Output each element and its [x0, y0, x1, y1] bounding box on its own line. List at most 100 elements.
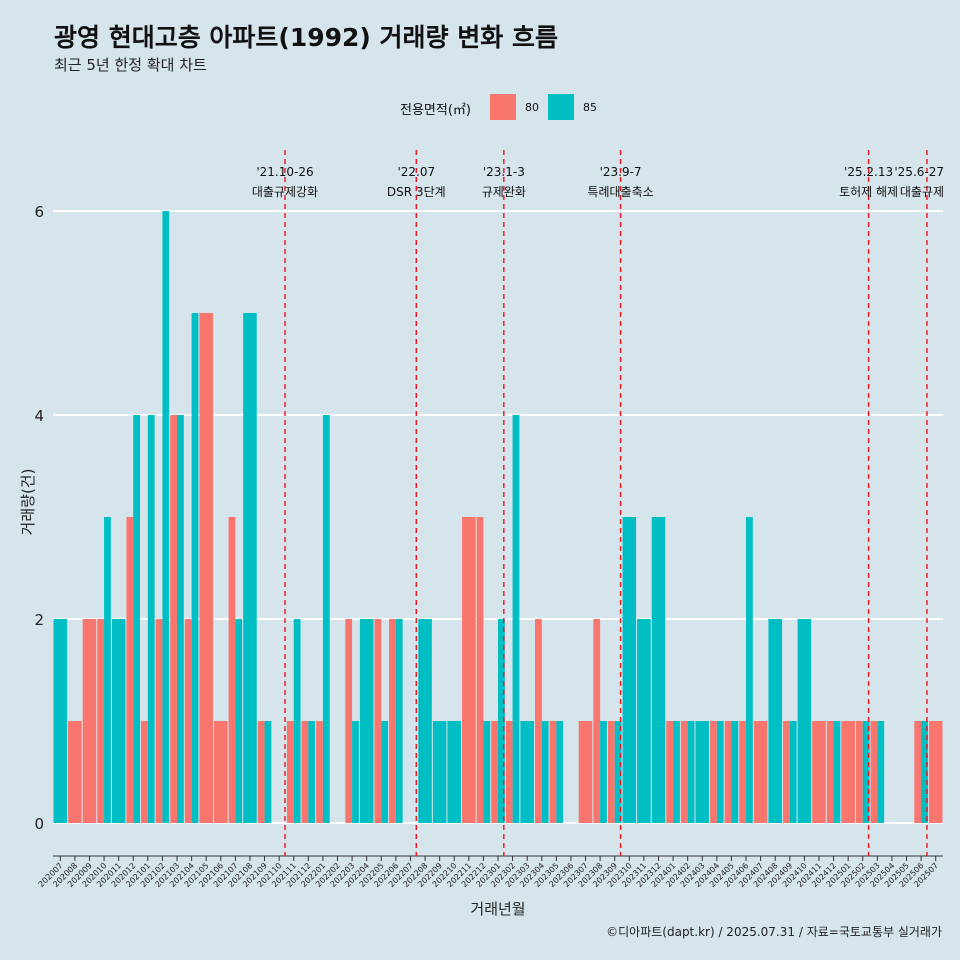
bar-85: [308, 721, 316, 823]
bar-80: [870, 721, 878, 823]
bar-85: [162, 211, 170, 823]
bar-80: [855, 721, 863, 823]
bar-80: [316, 721, 323, 823]
bar-85: [359, 619, 374, 823]
event-date: '22.07: [397, 165, 435, 179]
legend-swatch-85: [548, 94, 574, 120]
bar-80: [826, 721, 834, 823]
bar-85: [432, 721, 447, 823]
bar-85: [541, 721, 549, 823]
event-date: '23.9-7: [600, 165, 642, 179]
bar-85: [147, 415, 155, 823]
bar-85: [322, 415, 330, 823]
bar-80: [374, 619, 382, 823]
event-date: '25.6-27: [894, 165, 944, 179]
bar-85: [53, 619, 68, 823]
bar-80: [841, 721, 855, 823]
bar-85: [381, 721, 389, 823]
bar-80: [462, 517, 476, 823]
bar-85: [111, 619, 126, 823]
bar-80: [505, 721, 513, 823]
bar-85: [687, 721, 695, 823]
bar-80: [534, 619, 542, 823]
bar-80: [593, 619, 601, 823]
y-tick-label: 6: [34, 203, 44, 221]
bar-85: [797, 619, 812, 823]
bar-80: [914, 721, 922, 823]
bar-85: [600, 721, 607, 823]
bar-80: [739, 721, 747, 823]
bar-85: [695, 721, 710, 823]
bar-85: [921, 721, 928, 823]
bar-85: [483, 721, 491, 823]
bar-80: [155, 619, 163, 823]
bar-85: [352, 721, 359, 823]
legend-swatch-80: [490, 94, 516, 120]
bar-80: [753, 721, 768, 823]
bar-85: [673, 721, 680, 823]
bar-85: [235, 619, 243, 823]
bar-85: [191, 313, 199, 823]
bar-80: [301, 721, 309, 823]
y-tick-label: 2: [34, 611, 44, 629]
bar-80: [97, 619, 105, 823]
event-label: 대출규제: [900, 185, 944, 199]
bar-80: [228, 517, 236, 823]
bar-80: [389, 619, 396, 823]
chart-subtitle: 최근 5년 한정 확대 차트: [54, 56, 207, 74]
legend-label-80: 80: [525, 101, 539, 114]
y-tick-label: 4: [34, 407, 44, 425]
bar-85: [614, 721, 622, 823]
x-axis-title: 거래년월: [470, 900, 525, 918]
bar-85: [418, 619, 432, 823]
bar-80: [783, 721, 790, 823]
bar-85: [556, 721, 564, 823]
bar-85: [731, 721, 739, 823]
bar-80: [257, 721, 265, 823]
event-date: '21.10-26: [256, 165, 313, 179]
bar-80: [476, 517, 484, 823]
bar-80: [126, 517, 134, 823]
event-date: '23.1-3: [483, 165, 525, 179]
caption: ©디아파트(dapt.kr) / 2025.07.31 / 자료=국토교통부 실…: [606, 925, 942, 939]
y-axis-title: 거래량(건): [19, 469, 37, 536]
bar-85: [264, 721, 272, 823]
bar-85: [833, 721, 841, 823]
event-label: 토허제 해제: [839, 185, 898, 199]
bar-85: [243, 313, 257, 823]
bar-85: [293, 619, 301, 823]
bar-85: [520, 721, 534, 823]
bar-80: [724, 721, 732, 823]
bar-85: [746, 517, 753, 823]
bar-80: [710, 721, 717, 823]
event-label: 규제완화: [482, 185, 526, 199]
bar-80: [82, 619, 97, 823]
bar-85: [498, 619, 505, 823]
bar-80: [286, 721, 294, 823]
event-label: 특례대출축소: [587, 185, 653, 199]
bar-85: [716, 721, 724, 823]
bar-80: [549, 721, 557, 823]
bar-80: [141, 721, 148, 823]
bar-80: [199, 313, 213, 823]
bar-80: [213, 721, 228, 823]
bar-80: [68, 721, 82, 823]
legend-label-85: 85: [583, 101, 597, 114]
bar-85: [104, 517, 111, 823]
bar-80: [345, 619, 353, 823]
chart-title: 광영 현대고층 아파트(1992) 거래량 변화 흐름: [54, 23, 558, 52]
bar-85: [651, 517, 666, 823]
bar-85: [133, 415, 141, 823]
bar-80: [928, 721, 943, 823]
event-date: '25.2.13: [844, 165, 893, 179]
y-tick-label: 0: [34, 815, 44, 833]
bar-80: [666, 721, 674, 823]
legend-title: 전용면적(㎡): [400, 103, 471, 118]
bar-85: [177, 415, 184, 823]
bar-85: [637, 619, 651, 823]
event-label: 대출규제강화: [252, 185, 318, 199]
bar-85: [622, 517, 637, 823]
bar-80: [184, 619, 192, 823]
bar-80: [170, 415, 178, 823]
